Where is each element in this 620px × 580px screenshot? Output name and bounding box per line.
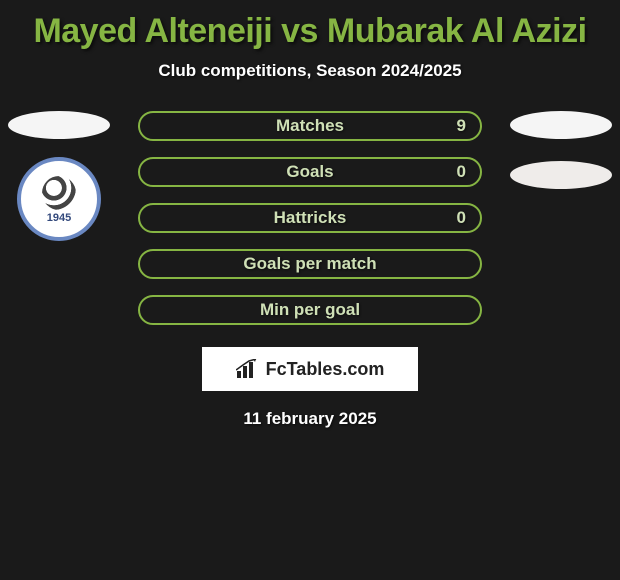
stat-bar-hattricks: Hattricks 0 bbox=[138, 203, 482, 233]
stat-bar-min-per-goal: Min per goal bbox=[138, 295, 482, 325]
stat-label: Goals bbox=[286, 162, 333, 182]
club-logo-left: 1945 bbox=[17, 157, 101, 241]
stat-bar-matches: Matches 9 bbox=[138, 111, 482, 141]
stat-label: Hattricks bbox=[274, 208, 347, 228]
brand-text: FcTables.com bbox=[266, 359, 385, 380]
stat-bar-goals: Goals 0 bbox=[138, 157, 482, 187]
brand-watermark: FcTables.com bbox=[202, 347, 418, 391]
bar-chart-icon bbox=[236, 359, 260, 379]
stat-bars: Matches 9 Goals 0 Hattricks 0 Goals per … bbox=[138, 111, 482, 325]
club-year: 1945 bbox=[47, 212, 71, 224]
stat-label: Matches bbox=[276, 116, 344, 136]
stat-value: 9 bbox=[457, 116, 466, 136]
right-player-column bbox=[506, 111, 616, 189]
stat-label: Min per goal bbox=[260, 300, 360, 320]
page-subtitle: Club competitions, Season 2024/2025 bbox=[0, 61, 620, 81]
page-title: Mayed Alteneiji vs Mubarak Al Azizi bbox=[0, 0, 620, 51]
player-placeholder-icon bbox=[8, 111, 110, 139]
left-player-column: 1945 bbox=[4, 111, 114, 241]
stat-label: Goals per match bbox=[243, 254, 376, 274]
stat-value: 0 bbox=[457, 162, 466, 182]
soccer-ball-icon bbox=[42, 176, 76, 210]
club-placeholder-icon bbox=[510, 161, 612, 189]
player-placeholder-icon bbox=[510, 111, 612, 139]
comparison-content: 1945 Matches 9 Goals 0 Hattricks 0 Goals… bbox=[0, 111, 620, 429]
stat-bar-goals-per-match: Goals per match bbox=[138, 249, 482, 279]
stat-value: 0 bbox=[457, 208, 466, 228]
snapshot-date: 11 february 2025 bbox=[0, 409, 620, 429]
